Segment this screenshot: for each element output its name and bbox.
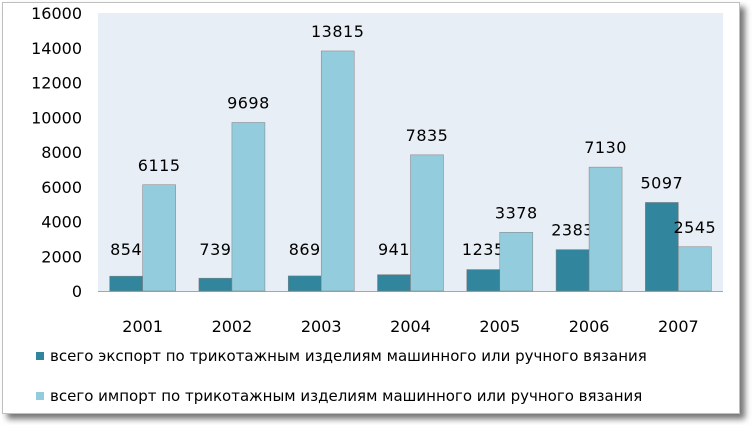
legend-item-import: всего импорт по трикотажным изделиям маш…	[36, 386, 642, 406]
legend-item-export: всего экспорт по трикотажным изделиям ма…	[36, 346, 647, 366]
y-tick-label: 0	[72, 282, 82, 301]
data-label: 941	[378, 240, 410, 259]
bar-import	[499, 232, 534, 292]
y-tick-label: 16000	[31, 4, 82, 23]
data-label: 5097	[640, 173, 683, 192]
bar-import	[678, 246, 712, 292]
bar-export	[287, 275, 322, 292]
bar-export	[377, 274, 411, 292]
data-label: 854	[110, 240, 142, 259]
data-label: 2545	[673, 218, 716, 237]
data-label: 869	[289, 240, 321, 259]
bar-import	[231, 122, 266, 292]
legend-swatch-export	[36, 352, 44, 360]
data-label: 7835	[406, 126, 449, 145]
bar-export	[555, 249, 590, 292]
x-tick-label: 2005	[479, 317, 520, 336]
legend-label-import: всего импорт по трикотажным изделиям маш…	[50, 387, 643, 405]
legend-label-export: всего экспорт по трикотажным изделиям ма…	[50, 347, 647, 365]
data-label: 2383	[551, 221, 594, 240]
data-label: 6115	[138, 156, 181, 175]
y-tick-label: 8000	[41, 143, 82, 162]
x-tick-label: 2002	[212, 317, 253, 336]
y-tick-label: 6000	[41, 178, 82, 197]
data-label: 3378	[495, 203, 538, 222]
bar-import	[142, 184, 176, 292]
data-label: 9698	[227, 93, 270, 112]
bar-export	[109, 275, 143, 292]
bar-import	[410, 154, 444, 292]
data-label: 13815	[311, 22, 364, 41]
bar-import	[588, 166, 623, 292]
y-tick-label: 10000	[31, 108, 82, 127]
data-label: 739	[199, 240, 231, 259]
chart-frame: 0 2000 4000 6000 8000 10000 12000 14000 16000 854…	[2, 2, 740, 414]
y-tick-label: 14000	[31, 39, 82, 58]
legend-swatch-import	[36, 392, 44, 400]
data-label: 7130	[584, 138, 627, 157]
bar-export	[198, 277, 233, 292]
bar-export	[466, 269, 501, 292]
x-tick-label: 2006	[569, 317, 610, 336]
x-tick-label: 2003	[301, 317, 342, 336]
bar-export	[645, 202, 679, 292]
data-label: 1235	[462, 240, 505, 259]
x-tick-label: 2004	[390, 317, 431, 336]
y-tick-label: 12000	[31, 74, 82, 93]
x-tick-label: 2001	[122, 317, 163, 336]
y-tick-label: 4000	[41, 213, 82, 232]
bar-chart: 0 2000 4000 6000 8000 10000 12000 14000 16000 854…	[31, 4, 723, 336]
y-tick-label: 2000	[41, 247, 82, 266]
bar-import	[320, 50, 355, 292]
x-tick-label: 2007	[658, 317, 699, 336]
